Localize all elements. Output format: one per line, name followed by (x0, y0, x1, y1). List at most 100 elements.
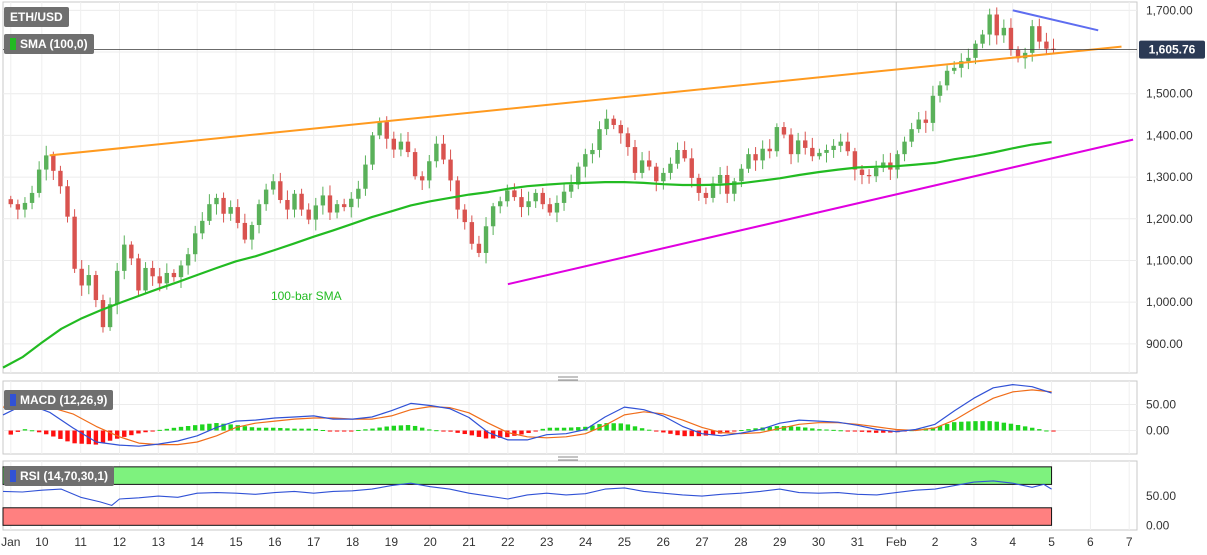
macd-histogram-bar (1008, 423, 1014, 431)
macd-histogram-bar (79, 430, 84, 444)
macd-histogram-bar (157, 429, 162, 431)
macd-histogram-bar (22, 429, 28, 431)
macd-histogram-bar (412, 425, 418, 431)
candle-body (703, 192, 709, 198)
time-tick-label: 25 (618, 535, 632, 549)
macd-histogram-bar (143, 430, 148, 433)
time-tick-label: 19 (385, 535, 399, 549)
macd-histogram-bar (590, 425, 595, 431)
macd-histogram-bar (803, 427, 808, 431)
candle-body (916, 119, 921, 130)
candle-body (58, 170, 63, 187)
candle-body (136, 258, 141, 291)
macd-histogram-bar (554, 427, 560, 431)
sma-annotation: 100-bar SMA (271, 289, 342, 303)
rsi-overbought-band (2, 466, 1053, 485)
price-tick-label: 1,300.00 (1146, 170, 1193, 184)
macd-histogram-bar (271, 427, 276, 431)
candle-body (93, 275, 99, 301)
macd-histogram-bar (951, 422, 957, 431)
candle-body (561, 191, 567, 203)
candle-body (192, 233, 198, 255)
candle-body (143, 267, 148, 291)
macd-histogram-bar (859, 430, 865, 432)
candle-body (405, 141, 411, 153)
macd-histogram-bar (29, 430, 35, 432)
candle-body (930, 95, 936, 123)
macd-histogram-bar (455, 430, 460, 433)
candle-body (341, 204, 347, 208)
candle-body (767, 148, 772, 152)
time-tick-label: 31 (851, 535, 865, 549)
macd-histogram-bar (469, 430, 475, 436)
time-tick-label: 16 (268, 535, 282, 549)
candle-body (966, 57, 971, 62)
macd-histogram-bar (178, 426, 184, 431)
candle-body (285, 200, 290, 210)
macd-histogram-bar (767, 426, 772, 431)
macd-histogram-bar (129, 430, 134, 436)
macd-histogram-bar (781, 426, 787, 431)
macd-histogram-bar (512, 430, 517, 436)
candle-body (859, 169, 865, 175)
macd-histogram-bar (817, 429, 822, 431)
symbol-tag[interactable]: ETH/USD (4, 7, 69, 27)
candle-body (29, 192, 35, 203)
symbol-label: ETH/USD (10, 10, 63, 24)
candle-body (292, 193, 297, 210)
candle-body (370, 135, 375, 165)
macd-histogram-bar (668, 430, 673, 434)
macd-histogram-bar (498, 430, 503, 438)
candle-body (824, 149, 829, 153)
macd-histogram-bar (44, 430, 49, 435)
macd-histogram-bar (51, 430, 56, 437)
candle-body (320, 195, 326, 206)
candle-body (22, 202, 28, 210)
macd-histogram-bar (235, 425, 240, 431)
macd-histogram-bar (263, 427, 269, 431)
time-tick-label: 2 (932, 535, 939, 549)
rsi-oversold-band (2, 507, 1053, 526)
rsi-swatch (10, 470, 16, 482)
macd-histogram-bar (285, 428, 290, 431)
macd-histogram-bar (632, 426, 638, 431)
candle-body (739, 168, 744, 182)
macd-histogram-bar (363, 429, 368, 431)
sma-indicator-tag[interactable]: SMA (100,0) (4, 34, 94, 54)
candle-body (838, 141, 843, 146)
candle-body (171, 272, 177, 278)
macd-histogram-bar (966, 421, 971, 431)
macd-histogram-bar (256, 427, 262, 431)
macd-histogram-bar (675, 430, 680, 436)
panel-dividers[interactable] (558, 376, 578, 461)
time-tick-label: 28 (734, 535, 748, 549)
candle-body (1044, 41, 1049, 49)
rsi-indicator-tag[interactable]: RSI (14,70,30,1) (4, 466, 115, 486)
macd-histogram-bar (852, 430, 858, 432)
macd-histogram-bar (299, 428, 304, 431)
macd-histogram-bar (242, 426, 248, 431)
macd-histogram-bar (462, 430, 467, 435)
candle-body (774, 127, 780, 152)
macd-histogram-bar (136, 430, 141, 434)
macd-histogram-bar (753, 428, 758, 431)
candle-body (278, 181, 283, 201)
macd-panel-frame (2, 380, 1138, 455)
candle-body (987, 14, 992, 35)
candle-body (299, 193, 304, 210)
macd-histogram-bar (221, 423, 226, 431)
candle-body (519, 197, 524, 208)
candle-body (902, 141, 907, 155)
time-tick-label: 11 (74, 535, 87, 549)
candle-body (157, 276, 162, 284)
rising-resistance-line (49, 45, 1122, 157)
macd-histogram-bar (959, 421, 964, 431)
candle-body (512, 190, 517, 198)
candle-body (412, 152, 418, 177)
macd-indicator-tag[interactable]: MACD (12,26,9) (4, 390, 114, 410)
candle-body (356, 188, 361, 199)
candle-body (185, 254, 191, 266)
rsi-indicator-label: RSI (14,70,30,1) (20, 469, 109, 483)
macd-histogram-bar (732, 430, 737, 432)
